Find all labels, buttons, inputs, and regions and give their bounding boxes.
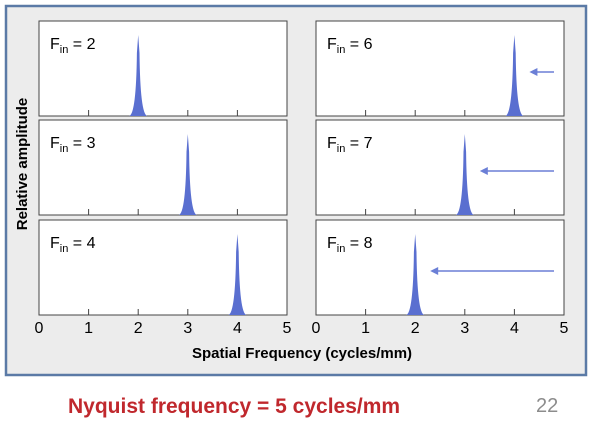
panel-label-value: = 6 <box>345 36 372 53</box>
alias-arrow-head <box>479 167 488 175</box>
panel: Fin = 7 <box>315 119 565 216</box>
x-tick-label: 4 <box>510 320 519 337</box>
panel-label: Fin = 7 <box>327 135 373 155</box>
panel-frame <box>38 219 288 316</box>
panel: Fin = 4 <box>38 219 288 316</box>
panel-label-main: F <box>50 235 60 252</box>
panel-label-sub: in <box>60 243 69 255</box>
spectral-peak <box>406 234 425 315</box>
panel-label-value: = 7 <box>345 135 372 152</box>
panel-label-sub: in <box>337 243 346 255</box>
panel: Fin = 3 <box>38 119 288 216</box>
panel-label-main: F <box>50 135 60 152</box>
slide-number: 22 <box>536 395 559 417</box>
x-tick-labels: 0 1 2 3 4 5 0 1 2 3 4 5 <box>35 320 569 337</box>
x-tick-label: 1 <box>361 320 370 337</box>
x-tick-label: 2 <box>134 320 143 337</box>
y-axis-label: Relative amplitude <box>14 98 31 231</box>
panel-label-value: = 2 <box>68 36 95 53</box>
panel-frame <box>315 20 565 117</box>
panel-label-sub: in <box>337 44 346 56</box>
spectral-peak <box>178 134 197 215</box>
spectral-peak <box>455 134 474 215</box>
panel-label: Fin = 8 <box>327 235 373 255</box>
panel-label: Fin = 3 <box>50 135 96 155</box>
spectral-peak <box>228 234 247 315</box>
x-tick-label: 0 <box>35 320 44 337</box>
x-tick-label: 5 <box>283 320 292 337</box>
caption-bar: Nyquist frequency = 5 cycles/mm 22 <box>0 387 596 427</box>
panel-frame <box>315 119 565 216</box>
panel-label-value: = 8 <box>345 235 372 252</box>
spectral-peak <box>129 35 148 116</box>
panel-label-sub: in <box>60 143 69 155</box>
panel-frame <box>38 119 288 216</box>
panel-label-value: = 3 <box>68 135 95 152</box>
x-tick-label: 3 <box>183 320 192 337</box>
panel-frame <box>38 20 288 117</box>
panel-frame <box>315 219 565 316</box>
panel-label-sub: in <box>60 44 69 56</box>
panel: Fin = 8 <box>315 219 565 316</box>
x-axis-label: Spatial Frequency (cycles/mm) <box>192 345 412 362</box>
panel-label-main: F <box>327 36 337 53</box>
alias-arrow-head <box>430 267 439 275</box>
x-tick-label: 3 <box>460 320 469 337</box>
panel-label-main: F <box>327 135 337 152</box>
panel-label-main: F <box>327 235 337 252</box>
x-tick-label: 5 <box>560 320 569 337</box>
spectral-peak <box>505 35 524 116</box>
alias-arrow-head <box>529 68 538 76</box>
nyquist-caption: Nyquist frequency = 5 cycles/mm <box>68 395 401 418</box>
panel-label: Fin = 2 <box>50 36 96 56</box>
x-tick-label: 1 <box>84 320 93 337</box>
x-tick-label: 4 <box>233 320 242 337</box>
panel-label-value: = 4 <box>68 235 95 252</box>
panel-label: Fin = 6 <box>327 36 373 56</box>
panel: Fin = 6 <box>315 20 565 117</box>
x-tick-label: 2 <box>411 320 420 337</box>
panel: Fin = 2 <box>38 20 288 117</box>
panel-label-main: F <box>50 36 60 53</box>
panel-label-sub: in <box>337 143 346 155</box>
panel-label: Fin = 4 <box>50 235 96 255</box>
x-tick-label: 0 <box>312 320 321 337</box>
